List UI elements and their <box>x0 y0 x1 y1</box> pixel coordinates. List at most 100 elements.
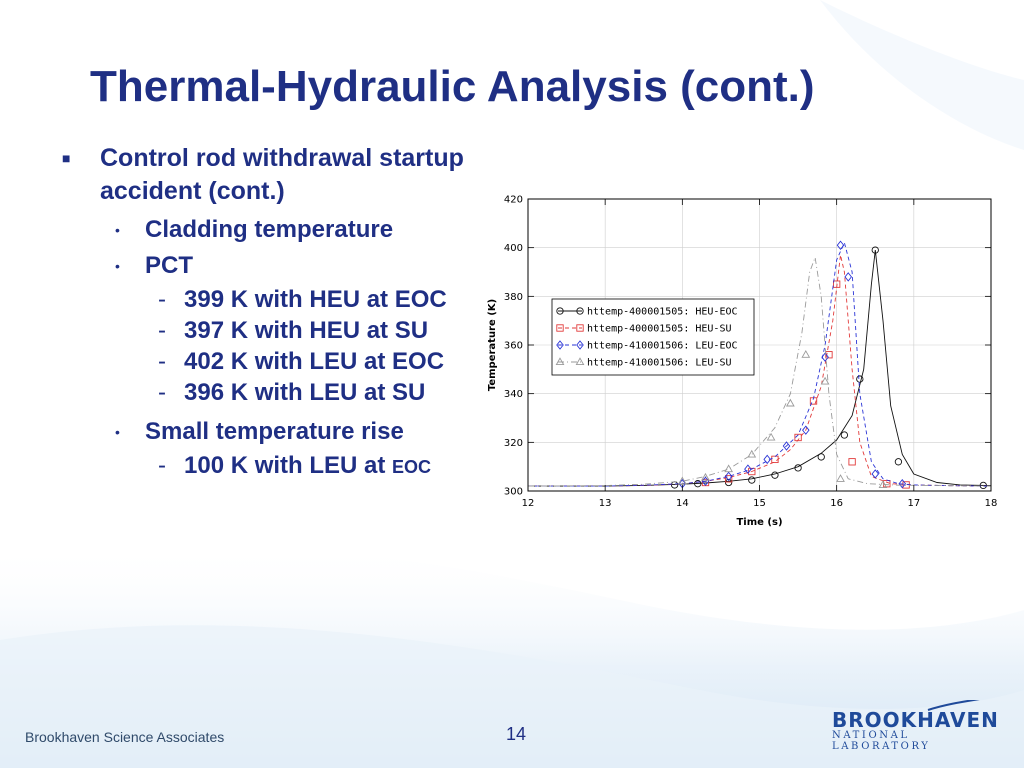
data-point-triangle <box>677 476 687 485</box>
data-point-triangle <box>785 398 795 407</box>
data-point-triangle <box>724 464 734 473</box>
slide-title: Thermal-Hydraulic Analysis (cont.) <box>90 62 815 111</box>
legend-label: httemp-410001506: LEU-EOC <box>587 341 738 352</box>
temperature-chart: 300 320 340 360 380 400 420 12 13 14 15 16 17 18 Time… <box>486 190 1004 530</box>
rise-item-text: 100 K with LEU at <box>184 452 393 479</box>
data-point-circle <box>748 476 756 484</box>
series-line <box>527 255 992 487</box>
legend-box <box>551 298 755 376</box>
data-point-square <box>848 458 856 466</box>
data-point-diamond <box>576 340 584 350</box>
y-tick-label: 320 <box>504 438 523 449</box>
data-point-circle <box>871 246 879 254</box>
data-point-triangle <box>820 376 830 385</box>
pct-item-text: 397 K with HEU at SU <box>184 317 429 344</box>
series-circle <box>528 246 992 490</box>
data-point-circle <box>894 458 903 466</box>
dash-bullet-icon: - <box>158 348 166 375</box>
data-point-triangle <box>575 357 585 366</box>
dot-bullet-icon: • <box>115 222 120 238</box>
x-tick-label: 15 <box>753 498 766 509</box>
pct-item-text: 396 K with LEU at SU <box>184 379 426 406</box>
y-axis-label: Temperature (K) <box>487 299 498 391</box>
data-point-square <box>556 324 564 332</box>
pct-item: -397 K with HEU at SU <box>60 315 480 346</box>
logo-brand: BROOKHAVEN <box>832 708 999 732</box>
bullet-cladding-text: Cladding temperature <box>145 216 394 243</box>
bullet-cladding: • Cladding temperature <box>60 212 480 248</box>
data-point-triangle <box>555 357 565 366</box>
data-point-diamond <box>898 478 907 489</box>
data-point-diamond <box>724 471 733 482</box>
dot-bullet-icon: • <box>115 258 120 274</box>
brookhaven-logo: BROOKHAVEN NATIONAL LABORATORY <box>828 700 1008 752</box>
x-tick-label: 12 <box>522 498 535 509</box>
legend-label: httemp-400001505: HEU-SU <box>587 324 732 335</box>
series-diamond <box>528 240 992 489</box>
data-point-triangle <box>836 474 845 482</box>
data-point-diamond <box>836 240 845 250</box>
x-tick-label: 14 <box>676 498 689 509</box>
series-line <box>528 250 992 487</box>
series-line <box>528 241 992 487</box>
dash-bullet-icon: - <box>158 317 166 344</box>
data-point-diamond <box>782 441 791 451</box>
data-point-diamond <box>802 425 810 435</box>
data-point-diamond <box>556 340 564 350</box>
bullet-main-text: Control rod withdrawal startup accident … <box>100 144 464 205</box>
data-point-diamond <box>821 352 829 362</box>
data-point-circle <box>724 478 733 487</box>
data-point-square <box>576 324 584 332</box>
chart-svg: 300 320 340 360 380 400 420 12 13 14 15 16 17 18 Time… <box>487 195 998 529</box>
dash-bullet-icon: - <box>158 379 166 406</box>
y-tick-label: 400 <box>504 243 523 254</box>
bullet-list: ■ Control rod withdrawal startup acciden… <box>60 142 480 483</box>
bullet-pct-text: PCT <box>145 252 193 279</box>
data-point-square <box>748 467 756 476</box>
rise-item: -100 K with LEU at EOC <box>60 450 480 483</box>
data-point-circle <box>856 375 864 383</box>
data-point-square <box>794 433 802 442</box>
y-tick-label: 420 <box>504 195 523 206</box>
data-point-circle <box>817 453 825 461</box>
data-point-square <box>825 351 833 359</box>
data-point-triangle <box>766 432 776 441</box>
data-point-diamond <box>844 272 853 282</box>
logo-subtitle: NATIONAL LABORATORY <box>832 730 931 752</box>
footer-organization: Brookhaven Science Associates <box>25 729 225 745</box>
series-triangle <box>527 255 992 488</box>
bullet-main: ■ Control rod withdrawal startup acciden… <box>60 142 480 208</box>
bullet-rise: • Small temperature rise <box>60 414 480 450</box>
data-point-circle <box>979 481 987 490</box>
data-point-circle <box>556 307 564 315</box>
data-point-diamond <box>871 469 880 479</box>
plot-frame <box>527 198 992 492</box>
y-tick-label: 360 <box>504 341 523 352</box>
data-point-square <box>771 455 779 464</box>
x-tick-label: 18 <box>985 498 998 509</box>
page-number: 14 <box>506 724 527 744</box>
x-axis-label: Time (s) <box>736 517 782 528</box>
data-point-circle <box>576 307 584 315</box>
data-point-circle <box>694 480 702 488</box>
data-point-triangle <box>878 480 888 488</box>
y-tick-label: 380 <box>504 292 523 303</box>
legend-label: httemp-410001506: LEU-SU <box>587 358 732 369</box>
pct-item-text: 402 K with LEU at EOC <box>184 348 445 375</box>
square-bullet-icon: ■ <box>62 150 71 166</box>
x-tick-label: 16 <box>830 498 843 509</box>
chart-series <box>527 240 992 490</box>
data-point-circle <box>794 464 802 472</box>
data-point-square <box>724 475 733 483</box>
data-point-diamond <box>744 464 752 474</box>
pct-item-text: 399 K with HEU at EOC <box>184 286 447 313</box>
rise-item-suffix: EOC <box>392 457 432 477</box>
bullet-rise-text: Small temperature rise <box>145 418 404 445</box>
data-point-triangle <box>747 449 757 458</box>
data-point-triangle <box>701 472 710 481</box>
pct-item: -402 K with LEU at EOC <box>60 346 480 377</box>
data-point-circle <box>771 471 779 479</box>
logo-swoosh-icon <box>927 700 980 711</box>
bullet-pct: • PCT <box>60 248 480 284</box>
data-point-square <box>883 480 891 488</box>
